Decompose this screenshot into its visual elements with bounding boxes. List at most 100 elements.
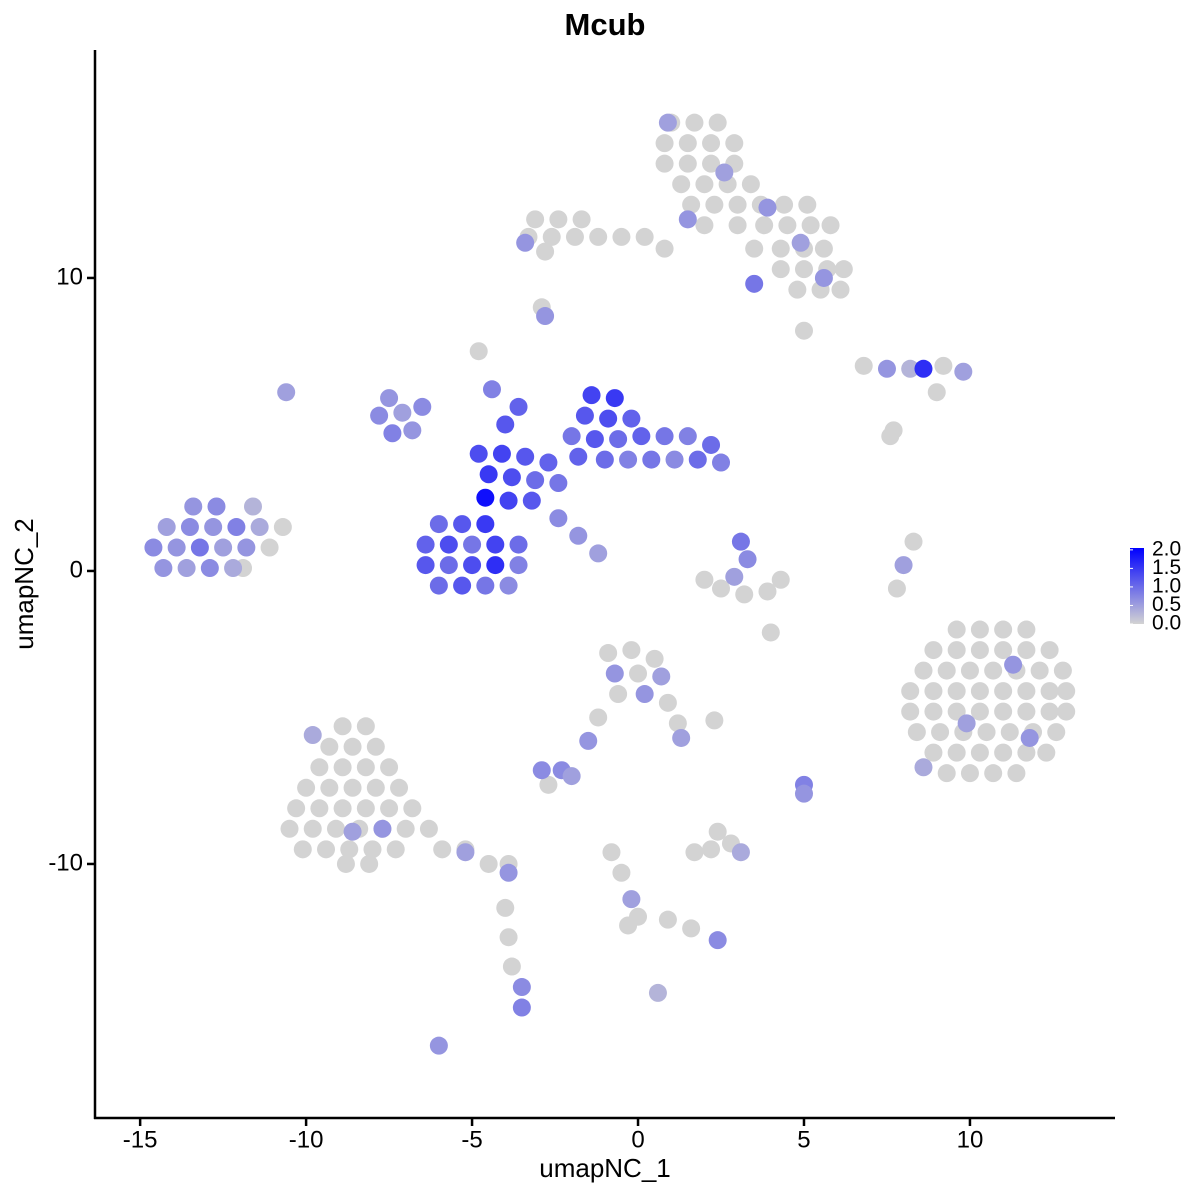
point [798,195,817,214]
point [479,465,498,484]
point [602,843,621,862]
point [373,819,392,838]
point [652,667,671,686]
point [317,840,336,859]
point [439,535,458,554]
point [277,383,296,402]
point [635,685,654,704]
point [486,535,505,554]
point [658,910,677,929]
point [144,538,163,557]
point [479,854,498,873]
x-tick-label: -5 [461,1126,482,1153]
point [994,743,1013,762]
point [526,471,545,490]
point [496,415,515,434]
point [712,579,731,598]
point [439,556,458,575]
point [599,409,618,428]
point [728,195,747,214]
point [960,764,979,783]
point [512,998,531,1017]
point [482,380,501,399]
point [771,239,790,258]
point [1040,682,1059,701]
point [658,113,677,132]
point [320,737,339,756]
point [801,216,820,235]
point [745,239,764,258]
point [1004,655,1023,674]
point [655,239,674,258]
point [622,409,641,428]
point [678,154,697,173]
point [1017,620,1036,639]
point [682,919,701,938]
point [499,863,518,882]
point [227,518,246,537]
point [343,778,362,797]
point [1020,728,1039,747]
point [775,195,794,214]
point [499,928,518,947]
point [536,307,555,326]
point [622,641,641,660]
point [1040,702,1059,721]
point [994,620,1013,639]
point [380,389,399,408]
point [672,728,691,747]
point [947,743,966,762]
point [678,210,697,229]
point [635,227,654,246]
point [297,778,316,797]
point [688,450,707,469]
y-tick-label: 10 [56,263,83,290]
point [695,570,714,589]
point [303,819,322,838]
point [984,661,1003,680]
point [469,342,488,361]
point [877,359,896,378]
point [914,758,933,777]
point [370,406,389,425]
point [814,268,833,287]
point [453,576,472,595]
point [273,518,292,537]
point [1030,661,1049,680]
point [655,427,674,446]
point [516,447,535,466]
point [224,559,243,578]
point [901,702,920,721]
point [486,556,505,575]
point [947,682,966,701]
colorbar-label: 2.0 [1152,537,1181,560]
point [887,579,906,598]
point [502,468,521,487]
point [924,641,943,660]
point [509,397,528,416]
point [536,242,555,261]
x-tick-label: -10 [289,1126,324,1153]
chart-title: Mcub [565,7,646,42]
point [715,163,734,182]
point [702,840,721,859]
point [960,661,979,680]
point [303,726,322,745]
point [509,535,528,554]
point [914,661,933,680]
point [937,661,956,680]
point [380,758,399,777]
point [456,843,475,862]
point [984,764,1003,783]
point [741,175,760,194]
point [380,799,399,818]
point [678,134,697,153]
point [914,359,933,378]
point [778,216,797,235]
point [771,570,790,589]
point [453,515,472,534]
point [731,532,750,551]
point [429,576,448,595]
point [672,175,691,194]
point [682,195,701,214]
